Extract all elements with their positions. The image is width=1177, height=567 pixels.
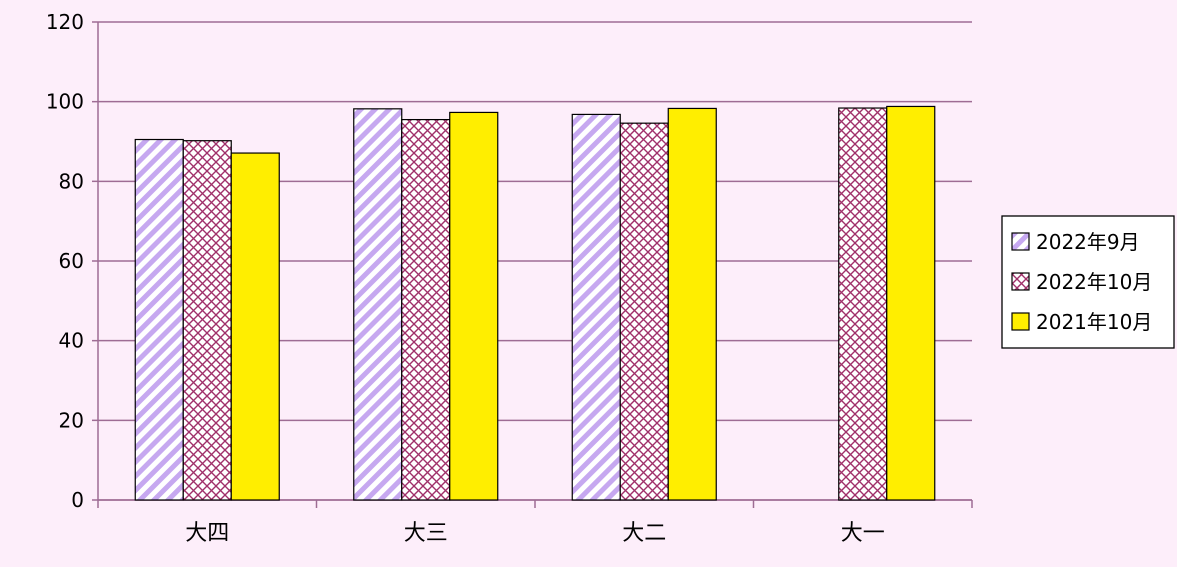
bar — [838, 107, 888, 501]
bar — [886, 105, 936, 501]
x-tick-label: 大一 — [841, 521, 885, 546]
legend-box — [1001, 215, 1175, 349]
legend-label: 2022年9月 — [1036, 230, 1140, 254]
y-tick-label: 0 — [71, 488, 84, 512]
legend-swatch — [1011, 312, 1030, 331]
x-tick-label: 大三 — [404, 521, 448, 546]
bar — [619, 122, 669, 501]
bar — [401, 118, 451, 501]
bar — [449, 111, 499, 501]
y-tick-label: 20 — [59, 408, 84, 432]
legend-swatch — [1011, 232, 1030, 251]
legend-label: 2022年10月 — [1036, 270, 1152, 294]
legend-swatch — [1011, 272, 1030, 291]
labels: 0 20 40 60 80 100 120 大四 大三 大二 大一 — [46, 10, 885, 546]
bar — [134, 138, 184, 501]
bar — [230, 152, 280, 501]
bar — [353, 108, 403, 501]
y-tick-label: 60 — [59, 249, 84, 273]
y-tick-label: 100 — [46, 90, 84, 114]
x-tick-label: 大四 — [185, 521, 229, 546]
y-tick-label: 40 — [59, 329, 84, 353]
legend-label: 2021年10月 — [1036, 310, 1152, 334]
legend: 2022年9月 2022年10月 2021年10月 — [1001, 215, 1175, 349]
bar — [182, 140, 232, 501]
bar — [667, 107, 717, 501]
x-tick-label: 大二 — [622, 521, 666, 546]
y-tick-label: 120 — [46, 10, 84, 34]
y-tick-label: 80 — [59, 169, 84, 193]
bar — [571, 113, 621, 501]
bars — [134, 105, 936, 501]
